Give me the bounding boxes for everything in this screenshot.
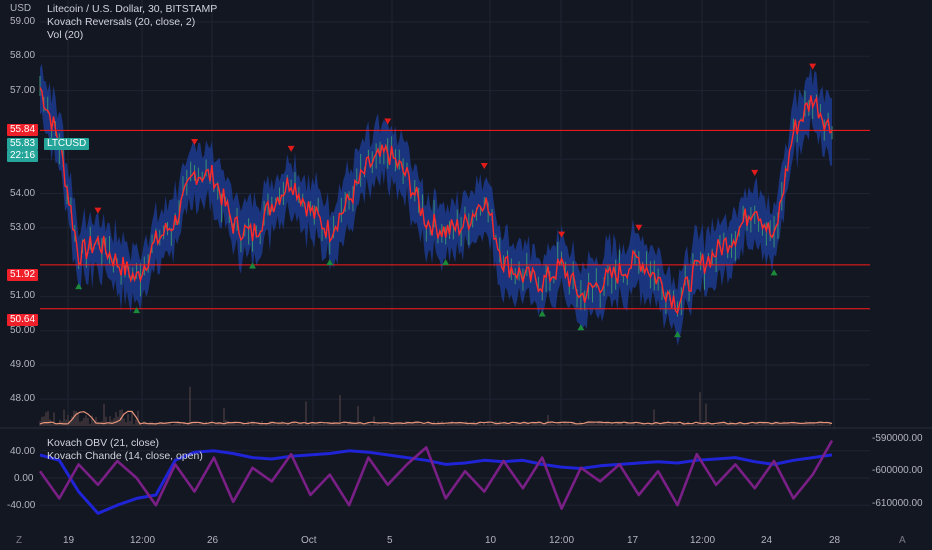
currency-label: USD xyxy=(10,3,32,14)
volume-histogram xyxy=(39,386,833,426)
time-tick: 24 xyxy=(761,535,773,546)
sell-marker xyxy=(287,145,295,152)
price-tick: 54.00 xyxy=(10,187,36,199)
buy-marker xyxy=(75,283,83,290)
buy-marker xyxy=(326,259,334,266)
buy-marker xyxy=(770,269,778,276)
lower-legend: Kovach OBV (21, close) Kovach Chande (14… xyxy=(47,437,203,463)
time-tick: 28 xyxy=(829,535,841,546)
reversal-markers xyxy=(75,63,817,338)
price-chart[interactable] xyxy=(0,0,932,430)
level-lines xyxy=(40,129,870,310)
volume-ma-line xyxy=(39,410,833,425)
time-tick: 12:00 xyxy=(130,535,156,546)
indicator-pane[interactable] xyxy=(0,430,932,540)
buy-marker xyxy=(673,331,681,338)
time-tick: Oct xyxy=(301,535,317,546)
obv-tick-mid: -600000.00 xyxy=(872,465,923,476)
reversal-band-area xyxy=(40,63,832,346)
sell-marker xyxy=(751,169,759,176)
buy-marker xyxy=(577,324,585,331)
support-price-tag-2: 50.64 xyxy=(7,314,39,326)
price-tick: 57.00 xyxy=(10,84,36,96)
buy-marker xyxy=(248,262,256,269)
sell-marker xyxy=(809,63,817,70)
obv-tick-bottom: -610000.00 xyxy=(872,498,923,509)
time-tick: 17 xyxy=(627,535,639,546)
countdown-tag: 22:16 xyxy=(7,150,39,162)
buy-marker xyxy=(442,259,450,266)
obv-tick-top: -590000.00 xyxy=(872,433,923,444)
osc-tick-mid: 0.00 xyxy=(14,473,34,484)
price-tick: 48.00 xyxy=(10,393,36,405)
price-line-layer xyxy=(39,87,833,315)
price-tick: 53.00 xyxy=(10,221,36,233)
sell-marker xyxy=(94,207,102,214)
time-tick: 26 xyxy=(207,535,219,546)
chart-legend: Litecoin / U.S. Dollar, 30, BITSTAMP Kov… xyxy=(47,3,217,42)
osc-tick-bottom: -40.00 xyxy=(7,500,36,511)
symbol-title[interactable]: Litecoin / U.S. Dollar, 30, BITSTAMP xyxy=(47,3,218,15)
indicator-kovach-reversals[interactable]: Kovach Reversals (20, close, 2) xyxy=(47,16,196,28)
symbol-tag: LTCUSD xyxy=(44,138,90,150)
indicator-kovach-chande[interactable]: Kovach Chande (14, close, open) xyxy=(47,450,203,462)
price-tick: 49.00 xyxy=(10,359,36,370)
price-tick: 50.00 xyxy=(10,324,36,336)
time-tick: 12:00 xyxy=(690,535,716,546)
osc-tick-top: 40.00 xyxy=(10,446,36,457)
time-tick: 12:00 xyxy=(549,535,575,546)
sell-marker xyxy=(384,118,392,125)
time-tick: 5 xyxy=(387,535,393,546)
auto-scale-button[interactable]: A xyxy=(899,535,906,546)
sell-marker xyxy=(635,224,643,231)
indicator-lines xyxy=(38,439,870,515)
price-tick: 59.00 xyxy=(10,16,36,27)
sell-marker xyxy=(191,139,199,146)
time-tick: 10 xyxy=(485,535,497,546)
zoom-corner-label[interactable]: Z xyxy=(16,535,23,546)
sell-marker xyxy=(480,163,488,170)
resistance-price-tag: 55.84 xyxy=(7,124,39,136)
indicator-volume[interactable]: Vol (20) xyxy=(47,29,84,41)
price-line xyxy=(39,87,833,315)
price-tick: 58.00 xyxy=(10,50,36,62)
price-tick: 51.00 xyxy=(10,290,36,302)
buy-marker xyxy=(538,310,546,317)
time-tick: 19 xyxy=(63,535,75,546)
support-price-tag-1: 51.92 xyxy=(7,269,39,281)
chande-line xyxy=(38,439,834,510)
indicator-kovach-obv[interactable]: Kovach OBV (21, close) xyxy=(47,437,160,449)
sell-marker xyxy=(558,231,566,238)
current-price-tag: 55.83 xyxy=(7,138,39,150)
buy-marker xyxy=(133,307,141,314)
reversal-band xyxy=(40,63,832,346)
